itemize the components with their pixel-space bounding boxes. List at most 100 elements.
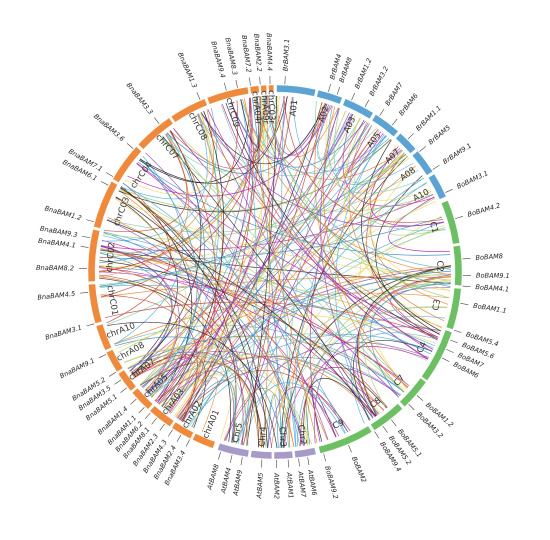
synteny-link — [323, 108, 354, 161]
chromosome-Bo_C7 — [399, 377, 427, 408]
gene-label: BrBAM5 — [427, 124, 452, 147]
synteny-link — [207, 109, 434, 350]
synteny-link — [335, 133, 385, 421]
synteny-link — [127, 105, 333, 197]
synteny-link — [134, 265, 451, 379]
chromosome-At_Chr5 — [217, 443, 250, 458]
gene-label: BoBAM1.1 — [473, 302, 508, 316]
synteny-link — [242, 98, 452, 276]
gene-tick — [328, 83, 331, 92]
chromosome-Bna_chrA10 — [95, 323, 112, 351]
chromosome-label-Bo_C2: C2 — [434, 260, 444, 272]
gene-label: AtBAM5 — [255, 472, 265, 500]
chromosome-Br_A05 — [371, 114, 399, 137]
synteny-link — [140, 158, 198, 402]
chromosome-Br_A10 — [428, 173, 447, 200]
gene-label: BnaBAM9.4 — [209, 40, 227, 79]
synteny-link — [100, 245, 180, 393]
gene-label: BoBAM2 — [350, 455, 368, 483]
synteny-link — [357, 276, 451, 416]
gene-tick — [392, 118, 398, 126]
synteny-link — [100, 96, 267, 298]
synteny-link — [159, 138, 451, 281]
gene-tick — [240, 457, 243, 466]
gene-tick — [307, 457, 310, 466]
synteny-link — [390, 287, 451, 338]
synteny-link — [200, 103, 327, 165]
synteny-link — [237, 182, 427, 445]
synteny-link — [264, 393, 284, 448]
gene-tick — [261, 459, 263, 468]
synteny-link — [158, 96, 262, 405]
chromosome-label-Bna_chrC02: chrC02 — [105, 242, 118, 273]
synteny-link — [159, 152, 405, 405]
synteny-link — [122, 183, 346, 434]
chromosome-label-Br_A01: A01 — [288, 99, 300, 117]
synteny-links — [98, 95, 452, 449]
gene-label: AtBAM7 — [296, 470, 307, 499]
gene-label: BrBAM9.1 — [441, 142, 473, 166]
chromosome-label-Bna_chrA10: chrA10 — [105, 321, 137, 341]
chromosome-label-Bna_chrC03r: chrC03r — [266, 90, 277, 125]
synteny-link — [323, 106, 408, 389]
synteny-link — [224, 341, 430, 441]
synteny-link — [296, 316, 445, 447]
chromosome-label-Bna_chrC09: chrC09 — [224, 97, 241, 129]
synteny-link — [262, 96, 270, 448]
chromosome-label-At_Chr5: Chr5 — [231, 422, 245, 444]
chromosome-label-Bo_C1: C1 — [427, 221, 440, 235]
gene-tick — [151, 417, 157, 425]
synteny-link — [181, 97, 254, 422]
synteny-link — [333, 108, 446, 232]
synteny-link — [283, 367, 401, 448]
chromosome-Bna_chrA09r — [260, 84, 268, 93]
synteny-link — [244, 98, 318, 443]
gene-label: AtBAM8 — [205, 463, 220, 491]
synteny-link — [359, 165, 416, 389]
chromosome-Br_A08 — [411, 150, 433, 176]
synteny-link — [106, 182, 171, 324]
synteny-link — [282, 265, 451, 448]
synteny-link — [225, 122, 369, 442]
gene-label: AtBAM4 — [219, 467, 233, 495]
synteny-link — [327, 105, 414, 185]
gene-tick — [416, 395, 424, 401]
chromosome-label-At_Chr2: Chr2 — [295, 424, 308, 446]
gene-tick — [120, 387, 128, 393]
chromosome-Bna_chrC02 — [87, 229, 101, 283]
synteny-link — [366, 152, 438, 341]
synteny-link — [287, 110, 346, 448]
gene-tick — [80, 246, 89, 248]
chromosome-Bna_chrC03r — [268, 84, 274, 93]
chromosome-Br_A07 — [395, 132, 416, 154]
synteny-link — [115, 196, 178, 372]
chromosome-At_Chr3 — [273, 450, 294, 460]
synteny-link — [140, 200, 437, 386]
gene-label: BoBAM9.1 — [476, 272, 510, 281]
chromosome-Bo_C4 — [421, 329, 453, 381]
gene-label: BrBAM6 — [397, 92, 420, 117]
synteny-link — [242, 282, 451, 446]
chromosome-Bna_chrA01 — [192, 433, 216, 449]
gene-tick — [287, 459, 289, 468]
gene-tick — [229, 454, 233, 463]
gene-tick — [249, 77, 251, 86]
chromosome-Bna_chrA08 — [105, 349, 124, 373]
chromosome-label-At_Chr3: Chr3 — [277, 427, 288, 448]
synteny-link — [148, 132, 205, 395]
gene-tick — [130, 398, 137, 405]
gene-tick — [101, 181, 109, 186]
chromosome-Bna_chrA02 — [171, 421, 194, 440]
synteny-link — [123, 345, 310, 445]
gene-tick — [348, 444, 352, 453]
synteny-link — [127, 352, 249, 446]
synteny-link — [120, 186, 193, 404]
synteny-link — [178, 370, 351, 432]
synteny-link — [161, 95, 277, 172]
synteny-link — [137, 161, 451, 256]
synteny-link — [355, 274, 452, 419]
chromosome-Bna_chrC04 — [112, 146, 142, 183]
chromosome-label-Bna_chrA04r: chrA04r — [249, 91, 263, 126]
synteny-link — [283, 96, 444, 223]
gene-tick — [460, 303, 469, 305]
